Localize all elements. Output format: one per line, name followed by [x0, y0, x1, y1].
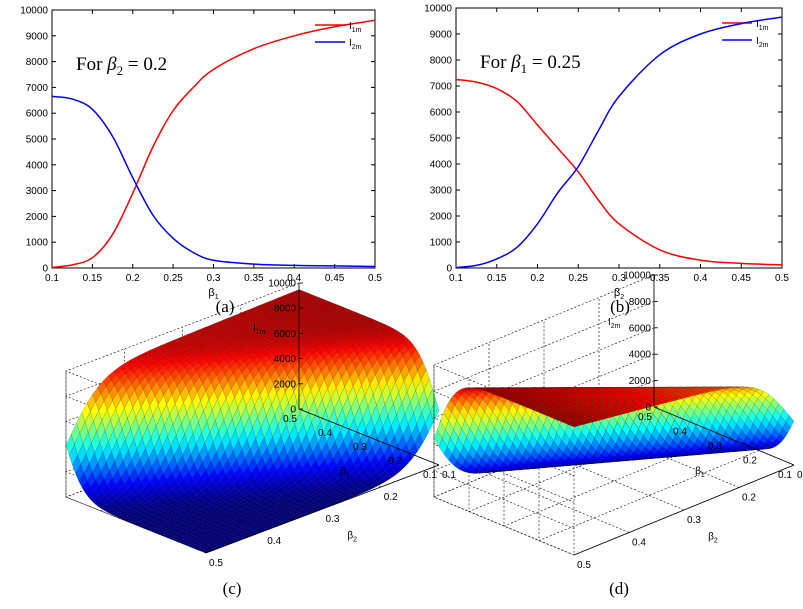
- z-tick-label: 4000: [629, 350, 652, 361]
- x-tick-label: 0.15: [83, 273, 103, 284]
- y-tick-label: 0: [42, 264, 48, 275]
- y-tick-label: 2000: [430, 212, 453, 223]
- z-tick-label: 6000: [629, 323, 652, 334]
- x-axis-label: β2: [347, 531, 357, 544]
- y-tick-label: 0.2: [388, 456, 402, 467]
- y-tick-label: 5000: [430, 134, 453, 145]
- x-tick-label: 0.5: [775, 273, 789, 284]
- x-tick-label: 0.3: [207, 273, 221, 284]
- x-tick-label: 0.1: [45, 273, 59, 284]
- y-tick-label: 1000: [430, 238, 453, 249]
- y-tick-label: 9000: [430, 30, 453, 41]
- panel-label-d: (d): [609, 579, 629, 598]
- y-tick-label: 8000: [26, 57, 49, 68]
- y-tick-label: 0.5: [638, 412, 652, 423]
- y-tick-label: 7000: [26, 83, 49, 94]
- y-tick-label: 4000: [26, 160, 49, 171]
- x-tick-label: 0.25: [163, 273, 183, 284]
- y-tick-label: 0.5: [283, 414, 297, 425]
- y-tick-label: 10000: [424, 4, 452, 15]
- y-tick-label: 3000: [430, 186, 453, 197]
- z-tick-label: 10000: [268, 279, 296, 290]
- y-tick-label: 0.4: [318, 428, 332, 439]
- z-tick-label: 2000: [274, 379, 297, 390]
- y-tick-label: 4000: [430, 160, 453, 171]
- z-tick-label: 2000: [629, 376, 652, 387]
- plot-frame: [52, 10, 375, 268]
- z-tick-label: 8000: [274, 304, 297, 315]
- z-axis-label: I2m: [608, 317, 621, 330]
- x-tick-label: 0.5: [209, 558, 223, 569]
- x-tick-label: 0.2: [384, 492, 398, 503]
- x-tick-label: 0.35: [650, 273, 670, 284]
- z-tick-label: 8000: [629, 297, 652, 308]
- panel-label-b: (b): [610, 297, 630, 316]
- z-tick-label: 6000: [274, 329, 297, 340]
- x-tick-label: 0.1: [449, 273, 463, 284]
- x-axis-line: [574, 465, 794, 555]
- x-tick-label: 0.45: [325, 273, 345, 284]
- y-tick-label: 6000: [430, 108, 453, 119]
- x-tick-label: 0.3: [687, 515, 701, 526]
- x-tick-label: 0.4: [267, 536, 281, 547]
- y-tick-label: 0.2: [743, 456, 757, 467]
- x-tick-label: 0.4: [694, 273, 708, 284]
- panel-label-a: (a): [216, 297, 235, 316]
- x-tick-label: 0.2: [742, 493, 756, 504]
- x-tick-label: 0.5: [368, 273, 382, 284]
- y-tick-label: 6000: [26, 109, 49, 120]
- x-tick-label: 0.5: [577, 560, 591, 571]
- y-tick-label: 2000: [26, 212, 49, 223]
- y-axis-label: β1: [695, 466, 705, 479]
- x-tick-label: 0.45: [732, 273, 752, 284]
- y-tick-label: 0.4: [673, 427, 687, 438]
- x-axis-label: β2: [708, 532, 718, 545]
- y-tick-label: 3000: [26, 186, 49, 197]
- x-tick-label: 0.25: [569, 273, 589, 284]
- x-tick-label: 0.2: [126, 273, 140, 284]
- z-tick-label: 10000: [623, 271, 651, 282]
- x-tick-label: 0.3: [326, 514, 340, 525]
- x-tick-label: 0.1: [797, 470, 803, 481]
- y-tick-label: 0.3: [708, 441, 722, 452]
- y-tick-label: 8000: [430, 56, 453, 67]
- y-tick-label: 0: [446, 264, 452, 275]
- y-tick-label: 0.1: [778, 470, 792, 481]
- x-tick-label: 0.35: [244, 273, 264, 284]
- annotation: For β1 = 0.25: [480, 52, 581, 76]
- x-tick-label: 0.1: [442, 470, 456, 481]
- x-tick-label: 0.4: [632, 538, 646, 549]
- panel-label-c: (c): [223, 579, 242, 598]
- y-tick-label: 10000: [20, 6, 48, 17]
- y-tick-label: 1000: [26, 238, 49, 249]
- y-tick-label: 9000: [26, 31, 49, 42]
- y-tick-label: 7000: [430, 82, 453, 93]
- x-tick-label: 0.15: [487, 273, 507, 284]
- z-tick-label: 4000: [274, 354, 297, 365]
- y-tick-label: 0.3: [353, 442, 367, 453]
- y-tick-label: 0.1: [423, 470, 437, 481]
- y-tick-label: 5000: [26, 135, 49, 146]
- x-tick-label: 0.2: [531, 273, 545, 284]
- surface-mesh: [434, 387, 794, 474]
- plot-frame: [456, 8, 782, 268]
